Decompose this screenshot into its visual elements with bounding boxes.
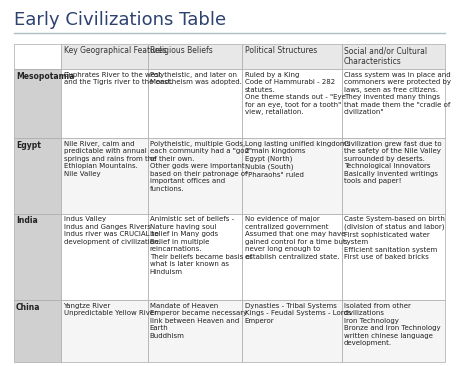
FancyBboxPatch shape xyxy=(61,214,147,300)
FancyBboxPatch shape xyxy=(14,138,61,214)
FancyBboxPatch shape xyxy=(147,70,243,138)
Text: Mandate of Heaven
Emperor became necessary
link between Heaven and
Earth
Buddhis: Mandate of Heaven Emperor became necessa… xyxy=(150,303,247,339)
FancyBboxPatch shape xyxy=(243,138,342,214)
Text: Early Civilizations Table: Early Civilizations Table xyxy=(14,11,226,29)
Text: Isolated from other
civilizations
Iron Technology
Bronze and Iron Technology
wri: Isolated from other civilizations Iron T… xyxy=(344,303,441,346)
FancyBboxPatch shape xyxy=(147,138,243,214)
FancyBboxPatch shape xyxy=(243,44,342,70)
Text: Civilization grew fast due to
the safety of the Nile Valley
surrounded by desert: Civilization grew fast due to the safety… xyxy=(344,141,442,184)
FancyBboxPatch shape xyxy=(342,44,445,70)
Text: Euphrates River to the west
and the Tigris river to the east.: Euphrates River to the west and the Tigr… xyxy=(64,72,172,85)
FancyBboxPatch shape xyxy=(14,44,61,70)
FancyBboxPatch shape xyxy=(147,44,243,70)
FancyBboxPatch shape xyxy=(342,214,445,300)
FancyBboxPatch shape xyxy=(243,214,342,300)
Text: Polytheistic, multiple Gods,
each community had a "god"
of their own.
Other gods: Polytheistic, multiple Gods, each commun… xyxy=(150,141,252,191)
FancyBboxPatch shape xyxy=(61,70,147,138)
FancyBboxPatch shape xyxy=(147,300,243,362)
Text: China: China xyxy=(16,303,41,311)
Text: Nile River, calm and
predictable with annual
springs and rains from the
Ethiopia: Nile River, calm and predictable with an… xyxy=(64,141,156,176)
Text: Long lasting unified kingdoms
2 main kingdoms
Egypt (North)
Nubia (South)
"Phara: Long lasting unified kingdoms 2 main kin… xyxy=(245,141,350,178)
Text: Polytheistic, and later on
Monotheism was adopted.: Polytheistic, and later on Monotheism wa… xyxy=(150,72,242,85)
Text: Indus Valley
Indus and Ganges Rivers
Indus river was CRUCIAL to
development of c: Indus Valley Indus and Ganges Rivers Ind… xyxy=(64,216,160,245)
FancyBboxPatch shape xyxy=(61,44,147,70)
Text: India: India xyxy=(16,216,38,225)
FancyBboxPatch shape xyxy=(243,70,342,138)
Text: Caste System-based on birth
(division of status and labor)
First sophisticated w: Caste System-based on birth (division of… xyxy=(344,216,445,260)
FancyBboxPatch shape xyxy=(342,300,445,362)
Text: No evidence of major
centralized government
Assumed that one may have
gained con: No evidence of major centralized governm… xyxy=(245,216,346,260)
FancyBboxPatch shape xyxy=(243,300,342,362)
FancyBboxPatch shape xyxy=(14,70,61,138)
FancyBboxPatch shape xyxy=(61,300,147,362)
Text: Yangtze River
Unpredictable Yellow River: Yangtze River Unpredictable Yellow River xyxy=(64,303,156,316)
Text: Mesopotamia: Mesopotamia xyxy=(16,72,74,81)
FancyBboxPatch shape xyxy=(14,300,61,362)
Text: Dynasties - Tribal Systems
Kings - Feudal Systems - Lords
Emperor: Dynasties - Tribal Systems Kings - Feuda… xyxy=(245,303,351,324)
Text: Egypt: Egypt xyxy=(16,141,41,150)
FancyBboxPatch shape xyxy=(147,214,243,300)
Text: Religious Beliefs: Religious Beliefs xyxy=(150,46,212,55)
Text: Class system was in place and
commoners were protected by
laws, seen as free cit: Class system was in place and commoners … xyxy=(344,72,451,115)
FancyBboxPatch shape xyxy=(342,70,445,138)
Text: Political Structures: Political Structures xyxy=(245,46,317,55)
Text: Social and/or Cultural
Characteristics: Social and/or Cultural Characteristics xyxy=(344,46,427,66)
Text: Ruled by a King
Code of Hammurabi - 282
statutes.
One theme stands out - "Eye
fo: Ruled by a King Code of Hammurabi - 282 … xyxy=(245,72,346,115)
FancyBboxPatch shape xyxy=(14,214,61,300)
Text: Animistic set of beliefs -
Nature having soul
belief in Many gods
Belief in mult: Animistic set of beliefs - Nature having… xyxy=(150,216,252,275)
FancyBboxPatch shape xyxy=(342,138,445,214)
FancyBboxPatch shape xyxy=(61,138,147,214)
Text: Key Geographical Features: Key Geographical Features xyxy=(64,46,166,55)
